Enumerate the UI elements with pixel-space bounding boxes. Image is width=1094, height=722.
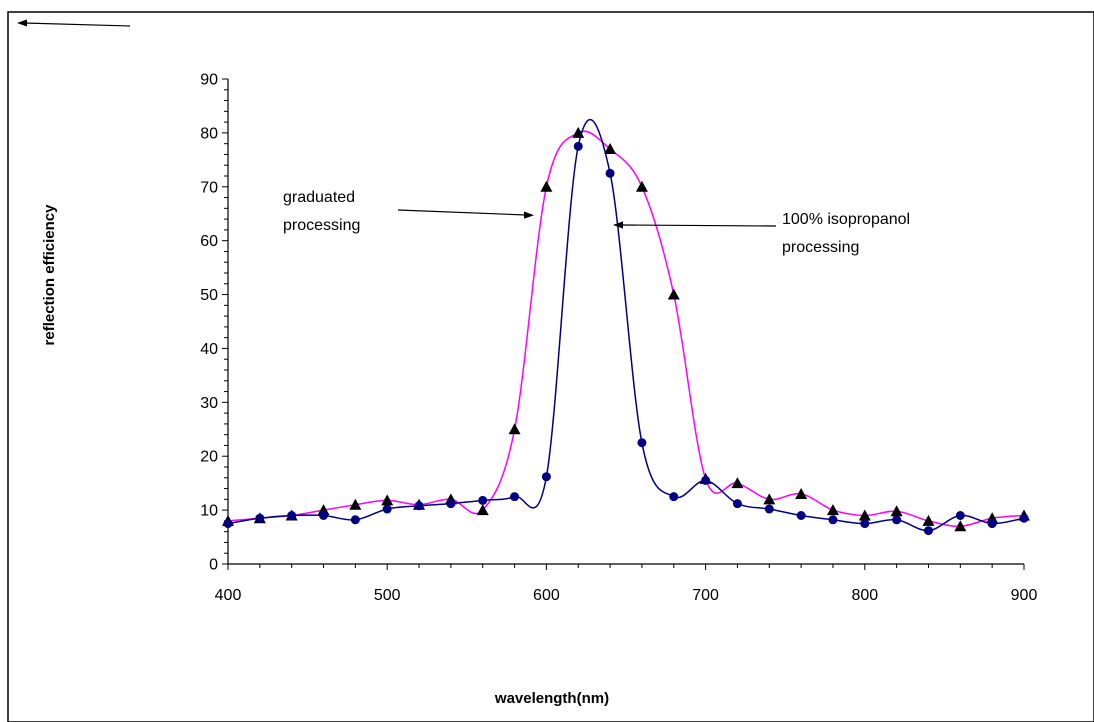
data-point-isopropanol	[255, 513, 265, 523]
data-point-isopropanol	[287, 511, 297, 520]
data-point-isopropanol	[669, 492, 679, 502]
data-point-isopropanol	[446, 499, 456, 509]
data-point-isopropanol	[637, 438, 647, 448]
data-point-graduated	[922, 514, 935, 526]
data-point-graduated	[604, 143, 617, 155]
data-point-graduated	[954, 520, 967, 532]
data-point-graduated	[540, 180, 553, 192]
plot-axes: 0 10 20 30 40 50 60 70 80 90 400 500 600 700 800 900	[200, 72, 1037, 605]
data-point-graduated	[349, 498, 362, 510]
data-point-isopropanol	[796, 511, 806, 520]
data-point-isopropanol	[605, 168, 615, 178]
data-point-isopropanol	[319, 511, 329, 520]
annotation-isopropanol-line1: 100% isopropanol	[782, 211, 910, 228]
corner-arrow-icon	[17, 19, 131, 27]
y-axis-title: reflection efficiency	[41, 204, 58, 346]
data-point-graduated	[381, 494, 394, 506]
data-point-isopropanol	[860, 519, 870, 529]
data-point-graduated	[858, 509, 871, 521]
x-tick-label: 900	[1011, 587, 1038, 604]
annotation-graduated: graduated processing	[283, 189, 534, 234]
y-tick-label: 70	[200, 179, 218, 196]
series-isopropanol	[223, 119, 1029, 536]
x-tick-label: 400	[215, 587, 242, 604]
y-tick-label: 60	[200, 233, 218, 250]
data-point-graduated	[795, 487, 808, 499]
data-point-isopropanol	[350, 515, 360, 525]
annotation-isopropanol-arrow	[621, 224, 777, 227]
data-point-isopropanol	[987, 519, 997, 529]
data-point-isopropanol	[573, 141, 583, 151]
data-point-isopropanol	[541, 472, 551, 482]
data-point-isopropanol	[764, 504, 774, 514]
data-point-isopropanol	[1019, 513, 1029, 523]
x-tick-label: 700	[692, 587, 719, 604]
data-point-graduated	[826, 504, 839, 516]
annotation-isopropanol-line2: processing	[782, 239, 859, 256]
y-tick-label: 80	[200, 125, 218, 142]
data-point-isopropanol	[955, 511, 965, 520]
data-point-isopropanol	[223, 519, 233, 529]
annotation-isopropanol-arrowhead	[613, 221, 623, 229]
annotation-isopropanol: 100% isopropanol processing	[613, 211, 910, 256]
data-point-isopropanol	[828, 515, 838, 525]
data-point-isopropanol	[510, 492, 520, 502]
data-point-isopropanol	[732, 499, 742, 509]
data-point-graduated	[763, 493, 776, 505]
data-point-isopropanol	[478, 495, 488, 505]
y-tick-label: 90	[200, 72, 218, 89]
data-point-isopropanol	[892, 515, 902, 525]
x-tick-label: 500	[374, 587, 401, 604]
x-axis-title: wavelength(nm)	[494, 690, 609, 707]
data-point-graduated	[667, 288, 680, 300]
y-tick-label: 0	[209, 557, 218, 574]
data-point-graduated	[890, 505, 903, 517]
x-tick-label: 600	[533, 587, 560, 604]
data-point-graduated	[635, 180, 648, 192]
y-tick-label: 30	[200, 395, 218, 412]
annotation-graduated-line1: graduated	[283, 189, 355, 206]
data-point-graduated	[508, 423, 521, 435]
outer-border	[7, 11, 1094, 722]
y-tick-label: 10	[200, 503, 218, 520]
annotation-graduated-arrowhead	[524, 211, 534, 219]
y-tick-label: 50	[200, 287, 218, 304]
annotation-graduated-line2: processing	[283, 217, 360, 234]
data-point-isopropanol	[382, 504, 392, 514]
x-tick-label: 800	[851, 587, 878, 604]
y-tick-label: 40	[200, 341, 218, 358]
annotation-graduated-arrow	[397, 209, 527, 216]
data-point-isopropanol	[923, 526, 933, 536]
data-point-isopropanol	[701, 475, 711, 485]
series-line-graduated	[227, 130, 1025, 528]
y-tick-label: 20	[200, 449, 218, 466]
data-point-isopropanol	[414, 501, 424, 511]
data-point-graduated	[476, 504, 489, 516]
data-point-graduated	[731, 477, 744, 489]
